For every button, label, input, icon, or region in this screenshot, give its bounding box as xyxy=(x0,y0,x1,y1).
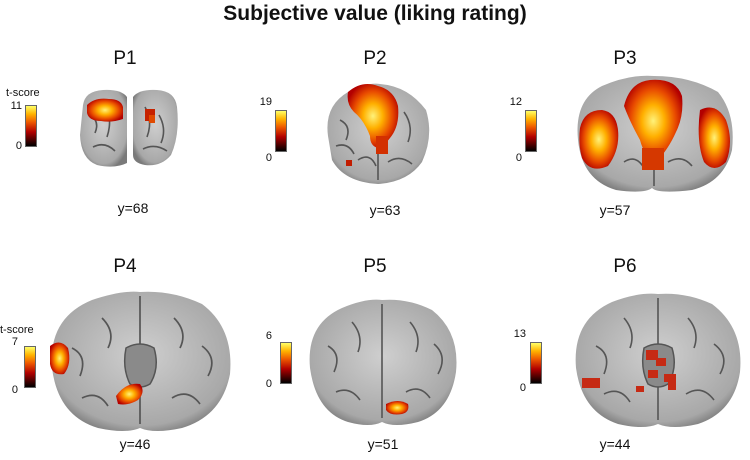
panel-p2: P2 19 0 y=63 xyxy=(250,40,500,245)
colorbar-max: 11 xyxy=(10,100,22,112)
colorbar xyxy=(280,342,292,384)
brain-slice-image xyxy=(575,293,741,427)
panel-p5: P5 6 0 y=51 xyxy=(250,250,500,455)
slice-coordinate: y=46 xyxy=(119,436,151,452)
brain-slice-image xyxy=(327,83,430,184)
colorbar xyxy=(25,105,37,147)
panel-label: P3 xyxy=(613,48,637,69)
brain-slice-image xyxy=(577,75,733,192)
panel-p1: P1 t-score 11 0 y=68 xyxy=(0,40,250,245)
colorbar-min: 0 xyxy=(519,382,526,394)
colorbar-max: 13 xyxy=(513,328,526,340)
brain-slice-image xyxy=(50,291,231,431)
panel-label: P4 xyxy=(113,256,137,277)
colorbar xyxy=(525,110,537,152)
colorbar-max: 7 xyxy=(11,336,18,348)
brain-slice-image xyxy=(309,299,457,425)
colorbar xyxy=(530,342,542,384)
figure-title: Subjective value (liking rating) xyxy=(223,2,527,25)
colorbar-max: 19 xyxy=(259,96,272,108)
panel-label: P1 xyxy=(113,48,137,69)
slice-coordinate: y=44 xyxy=(599,436,631,452)
panel-label: P5 xyxy=(363,256,387,277)
colorbar xyxy=(24,346,36,388)
colorbar-unit-label: t-score xyxy=(6,87,40,99)
colorbar-min: 0 xyxy=(265,378,272,390)
slice-coordinate: y=51 xyxy=(367,436,399,452)
brain-slice-image xyxy=(80,89,178,167)
colorbar-min: 0 xyxy=(515,152,522,164)
panel-p4: P4 t-score 7 0 y=46 xyxy=(0,250,250,455)
panel-p6: P6 13 0 y=44 xyxy=(500,250,750,455)
colorbar-max: 12 xyxy=(509,96,522,108)
colorbar-min: 0 xyxy=(265,152,272,164)
slice-coordinate: y=63 xyxy=(369,202,401,218)
panel-p3: P3 12 0 y=57 xyxy=(500,40,750,245)
colorbar xyxy=(275,110,287,152)
colorbar-unit-label: t-score xyxy=(0,324,34,336)
colorbar-min: 0 xyxy=(15,140,22,152)
slice-coordinate: y=68 xyxy=(117,200,149,216)
slice-coordinate: y=57 xyxy=(599,202,631,218)
colorbar-min: 0 xyxy=(11,384,18,396)
colorbar-max: 6 xyxy=(265,330,272,342)
panel-label: P6 xyxy=(613,256,637,277)
panel-label: P2 xyxy=(363,48,387,69)
